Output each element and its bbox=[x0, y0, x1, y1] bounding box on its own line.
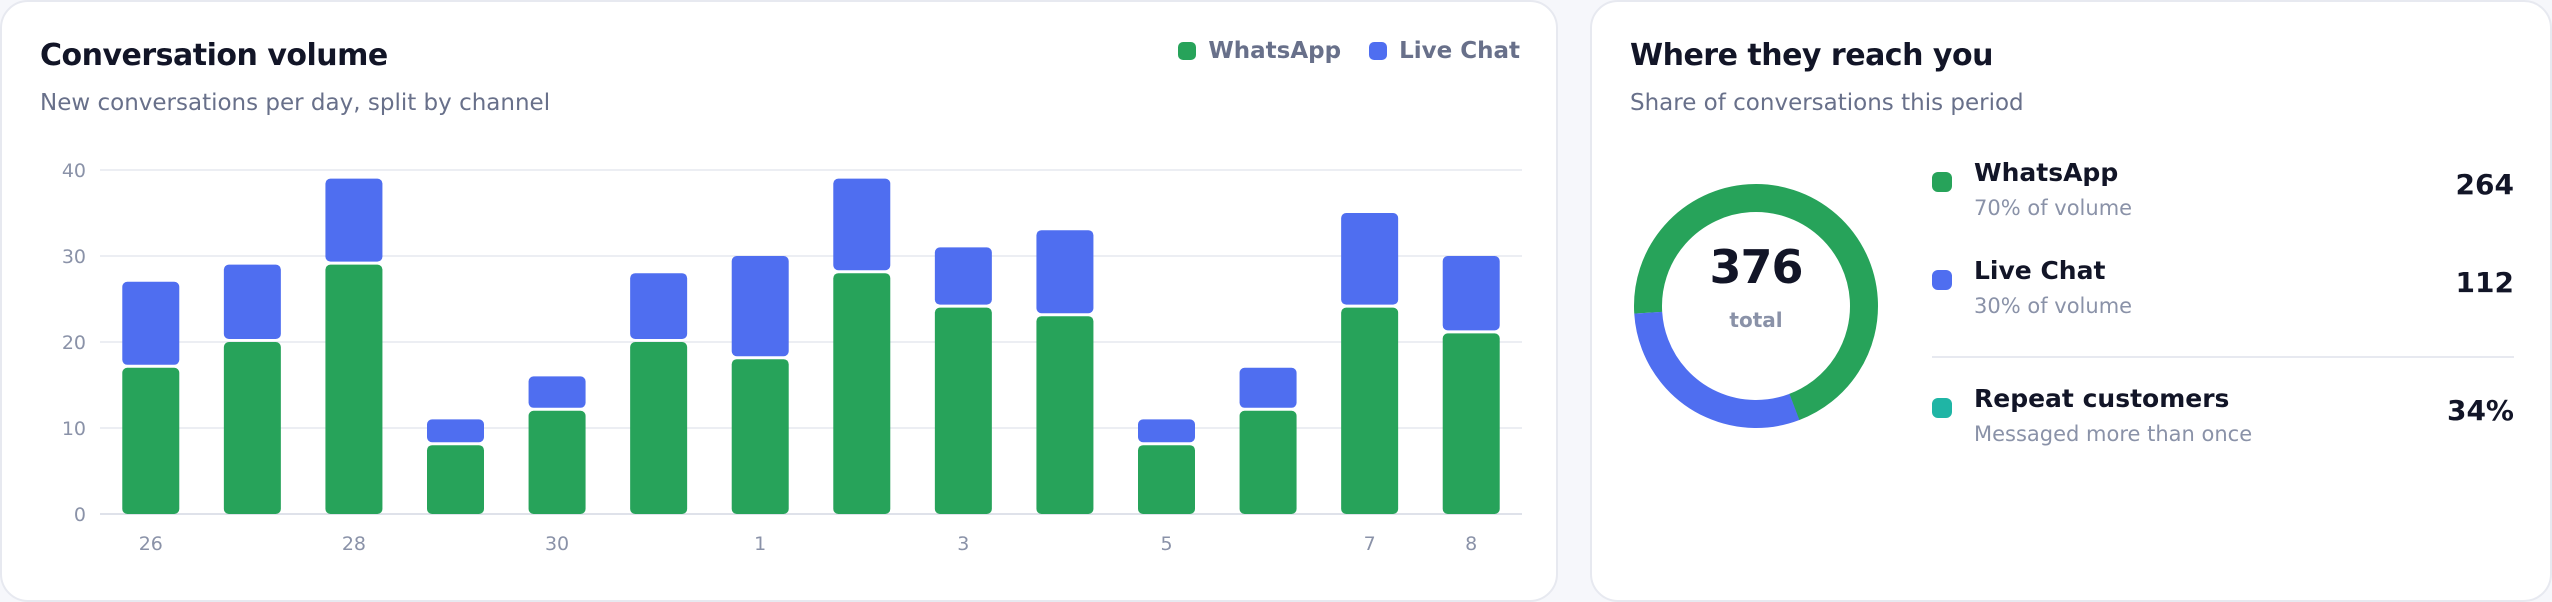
x-tick-label: 28 bbox=[342, 533, 366, 555]
bar-live-chat-31[interactable] bbox=[630, 273, 688, 339]
donut-slice-live-chat[interactable] bbox=[1632, 182, 1880, 430]
stat-name-live-chat: Live Chat bbox=[1974, 256, 2106, 285]
volume-title: Conversation volume bbox=[40, 38, 388, 73]
stat-name-whatsapp: WhatsApp bbox=[1974, 158, 2119, 187]
bar-whatsapp-26[interactable] bbox=[122, 367, 180, 514]
legend-label-live-chat: Live Chat bbox=[1399, 38, 1520, 64]
bar-live-chat-2[interactable] bbox=[833, 178, 891, 271]
reach-title: Where they reach you bbox=[1630, 38, 1993, 73]
bar-whatsapp-4[interactable] bbox=[1036, 316, 1094, 514]
bar-whatsapp-3[interactable] bbox=[934, 307, 992, 514]
bar-whatsapp-6[interactable] bbox=[1239, 410, 1297, 514]
stat-desc-repeat-customers: Messaged more than once bbox=[1974, 422, 2253, 446]
x-tick-label: 5 bbox=[1160, 533, 1172, 555]
y-tick-label: 10 bbox=[62, 418, 86, 440]
bar-whatsapp-29[interactable] bbox=[427, 445, 484, 514]
stat-row-live-chat: Live Chat 30% of volume 112 bbox=[1932, 256, 2514, 326]
y-tick-label: 20 bbox=[62, 332, 86, 354]
x-tick-label: 7 bbox=[1364, 533, 1376, 555]
chart-legend: WhatsApp Live Chat bbox=[1178, 38, 1520, 64]
conversation-volume-card: Conversation volume New conversations pe… bbox=[0, 0, 1558, 602]
reach-card: Where they reach you Share of conversati… bbox=[1590, 0, 2552, 602]
legend-label-whatsapp: WhatsApp bbox=[1208, 38, 1342, 64]
bar-whatsapp-31[interactable] bbox=[630, 342, 688, 514]
bar-whatsapp-5[interactable] bbox=[1138, 445, 1195, 514]
stat-desc-whatsapp: 70% of volume bbox=[1974, 196, 2133, 220]
bar-live-chat-27[interactable] bbox=[223, 264, 281, 339]
bar-live-chat-3[interactable] bbox=[934, 247, 992, 305]
x-tick-label: 8 bbox=[1465, 533, 1477, 555]
volume-subtitle: New conversations per day, split by chan… bbox=[40, 90, 551, 116]
bar-whatsapp-2[interactable] bbox=[833, 273, 891, 514]
y-tick-label: 40 bbox=[62, 160, 86, 182]
legend-swatch-live-chat bbox=[1369, 42, 1388, 60]
y-tick-label: 30 bbox=[62, 246, 86, 268]
y-tick-label: 0 bbox=[74, 504, 86, 526]
reach-subtitle: Share of conversations this period bbox=[1630, 90, 2024, 116]
stacked-bar-chart: 0 10 20 30 40 26 28 30 1 3 5 7 8 bbox=[62, 160, 1522, 555]
x-tick-label: 26 bbox=[139, 533, 163, 555]
stats-divider bbox=[1932, 356, 2514, 358]
bar-whatsapp-28[interactable] bbox=[325, 264, 383, 514]
stat-row-repeat-customers: Repeat customers Messaged more than once… bbox=[1932, 384, 2514, 454]
bar-whatsapp-8[interactable] bbox=[1442, 333, 1500, 514]
legend-swatch-whatsapp bbox=[1178, 42, 1197, 60]
bar-whatsapp-30[interactable] bbox=[528, 410, 586, 514]
bar-live-chat-6[interactable] bbox=[1239, 367, 1297, 408]
bar-live-chat-28[interactable] bbox=[325, 178, 383, 262]
legend-item-live-chat[interactable]: Live Chat bbox=[1369, 38, 1520, 64]
stat-value-repeat-customers: 34% bbox=[2446, 394, 2514, 427]
legend-item-whatsapp[interactable]: WhatsApp bbox=[1178, 38, 1341, 64]
stat-value-live-chat: 112 bbox=[2455, 266, 2514, 299]
bar-live-chat-8[interactable] bbox=[1442, 256, 1500, 331]
x-tick-label: 30 bbox=[545, 533, 569, 555]
bar-whatsapp-7[interactable] bbox=[1341, 307, 1399, 514]
stat-row-whatsapp: WhatsApp 70% of volume 264 bbox=[1932, 158, 2514, 228]
bar-whatsapp-27[interactable] bbox=[223, 342, 281, 514]
stat-desc-live-chat: 30% of volume bbox=[1974, 294, 2133, 318]
stat-dot-live-chat bbox=[1932, 270, 1952, 290]
stat-dot-whatsapp bbox=[1932, 172, 1952, 192]
x-tick-label: 1 bbox=[754, 533, 766, 555]
x-tick-label: 3 bbox=[957, 533, 969, 555]
channel-donut-chart bbox=[1632, 182, 1880, 430]
bar-whatsapp-1[interactable] bbox=[731, 359, 789, 514]
stat-value-whatsapp: 264 bbox=[2455, 168, 2514, 201]
bar-live-chat-29[interactable] bbox=[427, 419, 484, 443]
bar-live-chat-7[interactable] bbox=[1341, 213, 1399, 305]
bar-live-chat-4[interactable] bbox=[1036, 230, 1094, 314]
bar-live-chat-26[interactable] bbox=[122, 281, 180, 365]
bar-live-chat-30[interactable] bbox=[528, 376, 586, 408]
stat-name-repeat-customers: Repeat customers bbox=[1974, 384, 2230, 413]
stat-dot-repeat-customers bbox=[1932, 398, 1952, 418]
donut-total-value: 376 bbox=[1709, 240, 1803, 294]
donut-total-caption: total bbox=[1729, 308, 1783, 332]
bar-live-chat-1[interactable] bbox=[731, 256, 789, 357]
bar-live-chat-5[interactable] bbox=[1138, 419, 1195, 443]
